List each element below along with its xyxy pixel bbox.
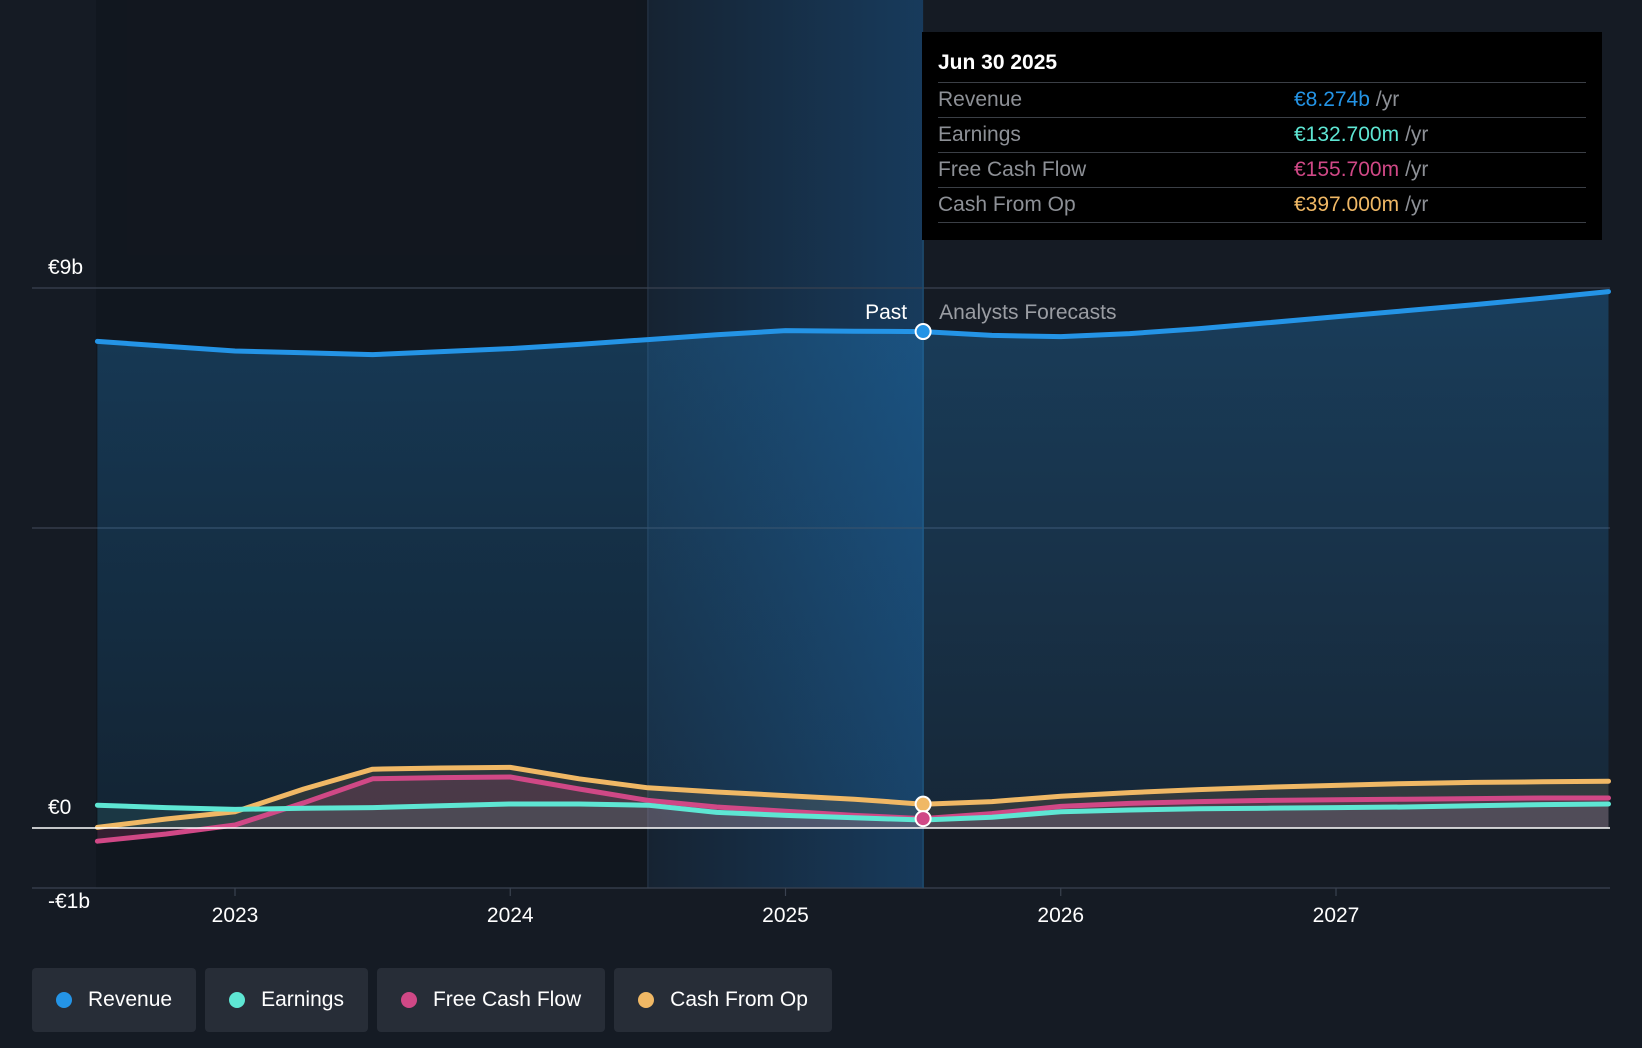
y-tick-label: €0 [48,796,71,819]
tooltip-unit-earnings: /yr [1405,123,1429,146]
tooltip-row-earnings: Earnings €132.700m /yr [938,117,1586,152]
legend: Revenue Earnings Free Cash Flow Cash Fro… [32,968,832,1032]
tooltip-value-earnings: €132.700m [1294,123,1400,146]
tooltip-row-fcf: Free Cash Flow €155.700m /yr [938,152,1586,187]
tooltip-value-revenue: €8.274b [1294,88,1370,111]
series-line-revenue [94,289,1611,358]
tooltip-unit-fcf: /yr [1405,158,1429,181]
legend-item-revenue[interactable]: Revenue [32,968,197,1032]
tooltip: Jun 30 2025 Revenue €8.274b /yr Earnings… [922,32,1602,240]
legend-item-earnings[interactable]: Earnings [205,968,368,1032]
x-tick-label: 2023 [212,904,259,927]
tooltip-label-cfo: Cash From Op [938,193,1076,216]
legend-item-fcf[interactable]: Free Cash Flow [376,968,606,1032]
legend-label-revenue: Revenue [88,988,173,1011]
x-tick-label: 2025 [762,904,809,927]
x-tick-label: 2024 [487,904,534,927]
tooltip-date: Jun 30 2025 [938,51,1058,74]
legend-label-cfo: Cash From Op [670,988,808,1011]
tooltip-row-cfo: Cash From Op €397.000m /yr [938,187,1586,223]
area-fcf [97,777,1609,842]
legend-dot-cfo [638,992,655,1008]
x-tick-label: 2026 [1037,904,1084,927]
tooltip-unit-revenue: /yr [1375,88,1400,111]
legend-label-earnings: Earnings [261,988,344,1011]
marker-fcf [914,810,932,828]
legend-dot-fcf [400,992,417,1008]
area-revenue [97,291,1609,829]
y-tick-label: -€1b [48,890,90,913]
tooltip-label-earnings: Earnings [938,123,1021,146]
marker-cfo [914,795,932,813]
legend-dot-revenue [56,992,72,1008]
tooltip-label-revenue: Revenue [938,88,1023,111]
tooltip-value-fcf: €155.700m [1294,158,1400,181]
tooltip-row-revenue: Revenue €8.274b /yr [938,82,1586,117]
tooltip-value-cfo: €397.000m [1294,193,1400,216]
past-label: Past [865,301,907,324]
legend-dot-earnings [229,992,246,1008]
area-cfo [97,767,1609,828]
x-tick-label: 2027 [1313,904,1360,927]
series-line-earnings [94,801,1611,823]
tooltip-unit-cfo: /yr [1405,193,1429,216]
marker-revenue [914,323,932,341]
line-chart: €9b €0 -€1b 2023 2024 2025 2026 2027 Past Analyst… [32,0,1611,927]
series-line-cfo [94,764,1611,830]
legend-item-cfo[interactable]: Cash From Op [614,968,832,1032]
forecast-label: Analysts Forecasts [939,301,1116,324]
legend-label-fcf: Free Cash Flow [432,988,582,1011]
tooltip-label-fcf: Free Cash Flow [938,158,1087,181]
y-tick-label: €9b [48,256,83,279]
